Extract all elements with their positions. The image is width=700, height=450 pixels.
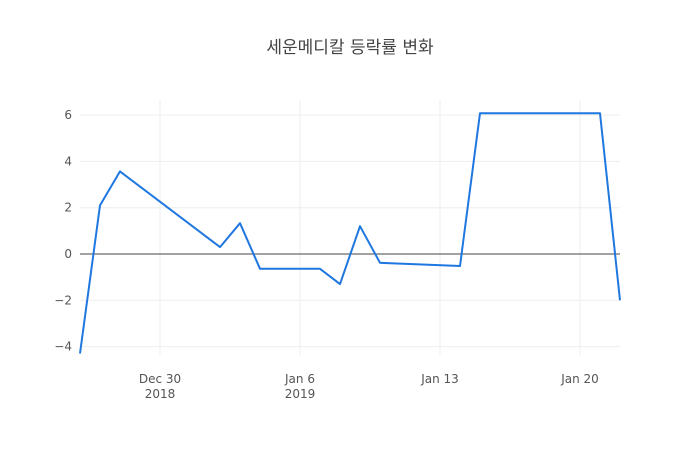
x-tick-label: Jan 6 — [284, 372, 315, 386]
y-tick-label: 4 — [64, 154, 72, 168]
x-tick-year-label: 2019 — [285, 387, 316, 401]
x-tick-label: Dec 30 — [139, 372, 181, 386]
x-tick-label: Jan 20 — [560, 372, 599, 386]
y-tick-label: 6 — [64, 108, 72, 122]
series-line — [79, 112, 621, 354]
y-tick-label: 2 — [64, 201, 72, 215]
grid-lines — [80, 100, 620, 355]
y-axis-ticks: −4 −2 0 2 4 6 — [54, 108, 72, 354]
x-tick-year-label: 2018 — [145, 387, 176, 401]
y-tick-label: 0 — [64, 247, 72, 261]
y-tick-label: −4 — [54, 340, 72, 354]
y-tick-label: −2 — [54, 293, 72, 307]
chart-title: 세운메디칼 등락률 변화 — [266, 38, 434, 58]
x-tick-label: Jan 13 — [420, 372, 459, 386]
